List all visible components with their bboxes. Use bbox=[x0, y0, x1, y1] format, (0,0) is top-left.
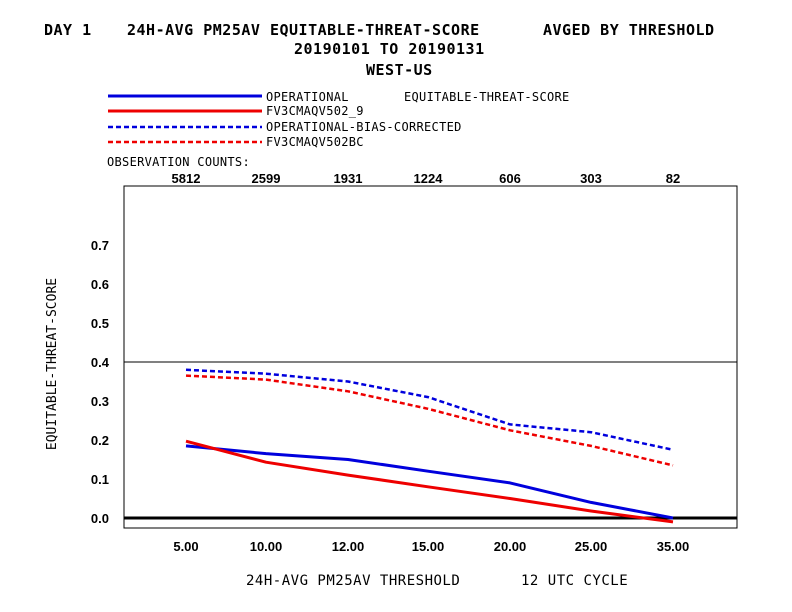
observation-count: 303 bbox=[580, 171, 602, 186]
legend-label-0: OPERATIONAL bbox=[266, 90, 349, 104]
x-tick-label: 15.00 bbox=[412, 539, 445, 554]
legend-metric-label: EQUITABLE-THREAT-SCORE bbox=[404, 90, 570, 104]
x-tick-label: 12.00 bbox=[332, 539, 365, 554]
legend-label-3: FV3CMAQV502BC bbox=[266, 135, 364, 149]
title-day: DAY 1 bbox=[44, 21, 92, 39]
y-tick-label: 0.2 bbox=[91, 433, 109, 448]
title-date-range: 20190101 TO 20190131 bbox=[294, 40, 485, 58]
y-tick-label: 0.4 bbox=[91, 355, 110, 370]
x-tick-label: 20.00 bbox=[494, 539, 527, 554]
y-tick-label: 0.1 bbox=[91, 472, 109, 487]
observation-counts-label: OBSERVATION COUNTS: bbox=[107, 155, 250, 169]
observation-count: 82 bbox=[666, 171, 680, 186]
series-line-1 bbox=[185, 439, 674, 524]
y-tick-label: 0.3 bbox=[91, 394, 109, 409]
observation-count: 606 bbox=[499, 171, 521, 186]
x-axis-label: 24H-AVG PM25AV THRESHOLD bbox=[246, 573, 461, 589]
title-region: WEST-US bbox=[366, 61, 433, 79]
series-line-0 bbox=[185, 444, 674, 520]
plot-frame bbox=[123, 185, 738, 529]
observation-count: 5812 bbox=[172, 171, 201, 186]
y-axis-label: EQUITABLE-THREAT-SCORE bbox=[45, 278, 60, 450]
x-tick-label: 35.00 bbox=[657, 539, 690, 554]
observation-count: 2599 bbox=[252, 171, 281, 186]
title-averaging: AVGED BY THRESHOLD bbox=[543, 21, 715, 39]
legend-label-2: OPERATIONAL-BIAS-CORRECTED bbox=[266, 120, 462, 134]
observation-count: 1931 bbox=[334, 171, 363, 186]
y-tick-label: 0.5 bbox=[91, 316, 109, 331]
x-tick-label: 5.00 bbox=[173, 539, 198, 554]
x-tick-label: 10.00 bbox=[250, 539, 283, 554]
y-tick-label: 0.7 bbox=[91, 238, 109, 253]
x-tick-label: 25.00 bbox=[575, 539, 608, 554]
y-tick-label: 0.0 bbox=[91, 511, 109, 526]
cycle-label: 12 UTC CYCLE bbox=[521, 573, 629, 589]
title-metric: 24H-AVG PM25AV EQUITABLE-THREAT-SCORE bbox=[127, 21, 480, 39]
y-tick-label: 0.6 bbox=[91, 277, 109, 292]
series-line-2 bbox=[185, 368, 674, 452]
legend-label-1: FV3CMAQV502_9 bbox=[266, 104, 364, 118]
series-line-3 bbox=[185, 374, 674, 467]
observation-count: 1224 bbox=[414, 171, 444, 186]
